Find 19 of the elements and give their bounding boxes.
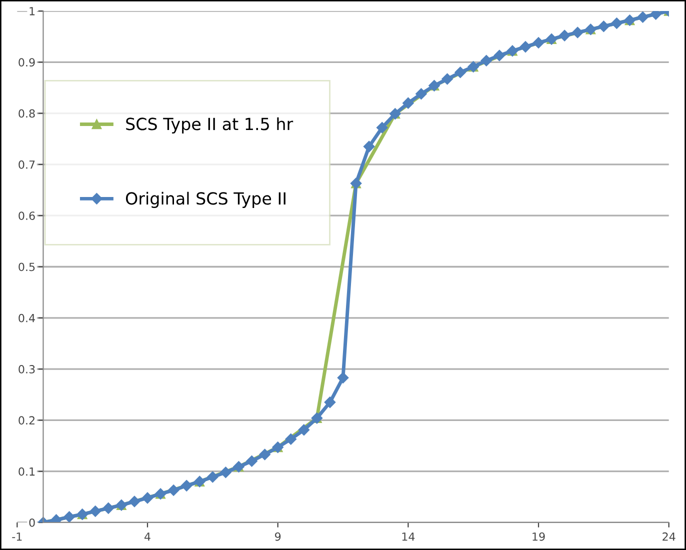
y-tick-label: 1: [30, 7, 35, 16]
y-tick-label: 0.8: [18, 109, 35, 118]
y-tick-label: 0.7: [18, 160, 35, 169]
x-tick-label: -1: [12, 532, 22, 541]
x-tick-label: 24: [662, 532, 676, 541]
y-tick-label: 0.6: [18, 212, 35, 220]
y-tick-label: 0.9: [18, 58, 35, 67]
y-tick-label: 0.3: [18, 365, 35, 374]
y-tick-label: 0: [29, 518, 35, 527]
y-tick-label: 0.5: [18, 262, 35, 272]
legend-label: Original SCS Type II: [126, 192, 286, 208]
y-tick-label: 0.2: [18, 416, 34, 425]
x-tick-label: 19: [532, 532, 545, 541]
x-tick-label: 9: [274, 532, 281, 541]
legend-label: SCS Type II at 1.5 hr: [126, 117, 294, 134]
x-tick-label: 4: [144, 532, 150, 541]
y-tick-label: 0.4: [18, 314, 35, 322]
y-tick-label: 0.1: [18, 467, 35, 476]
x-tick-label: 14: [402, 532, 415, 541]
